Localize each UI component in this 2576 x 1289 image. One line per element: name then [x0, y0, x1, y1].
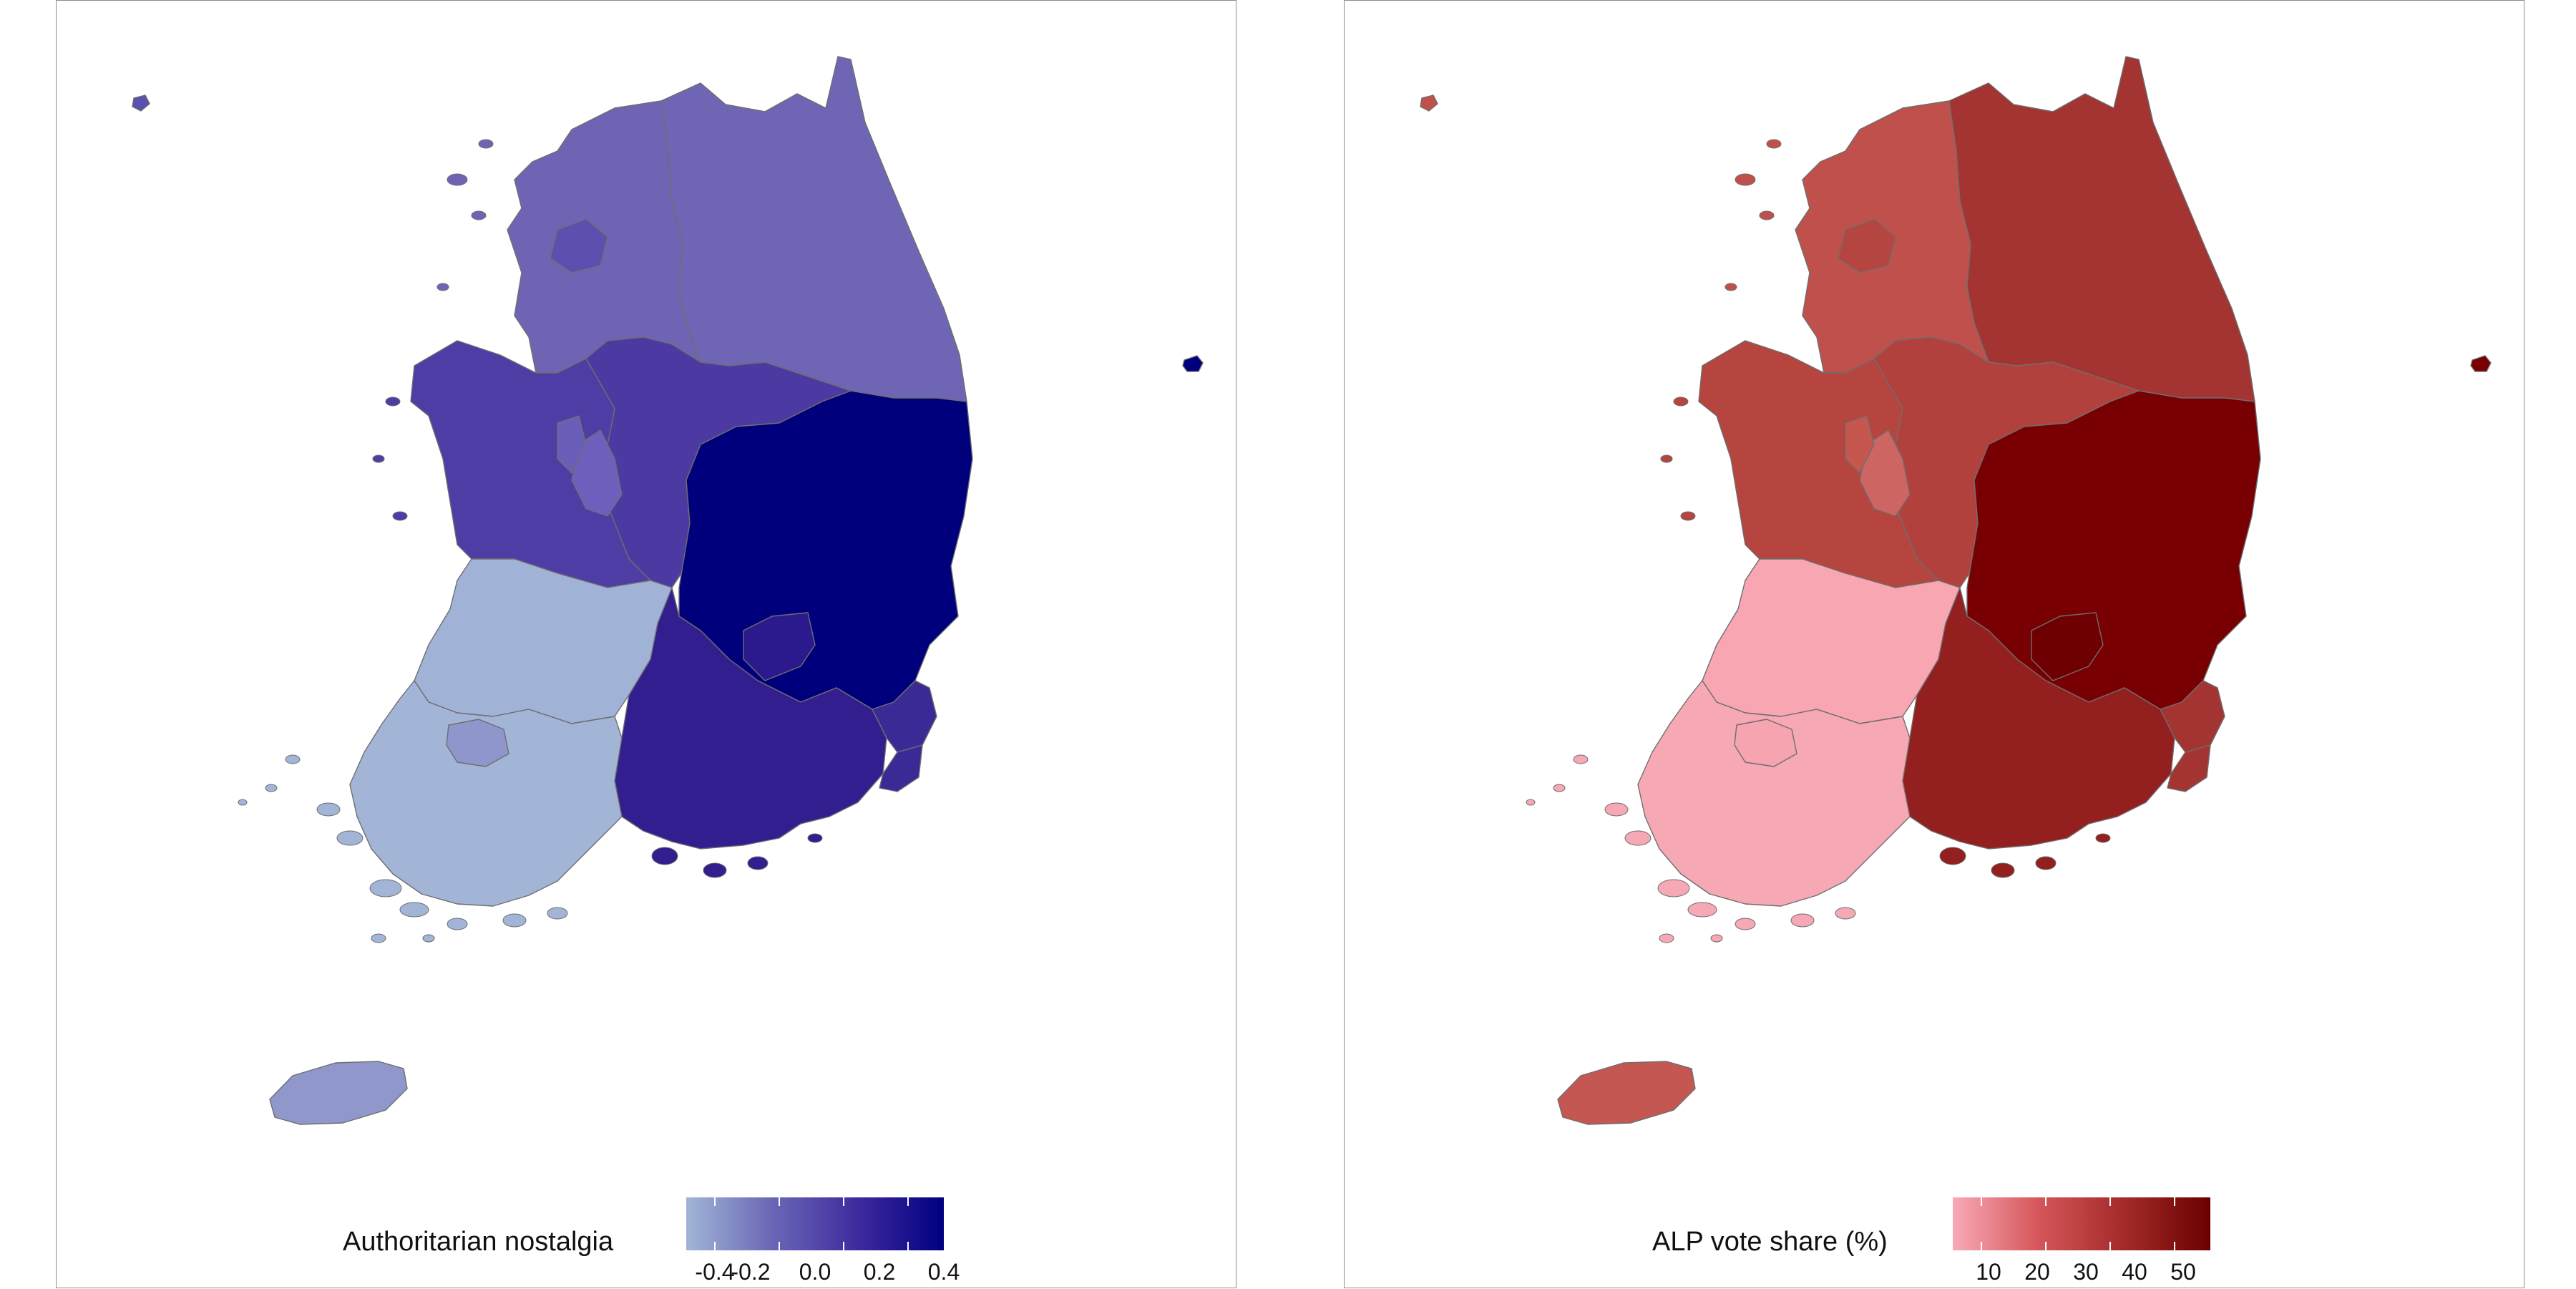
coastal-islet — [807, 833, 823, 843]
coastal-islet — [1759, 210, 1775, 220]
province-daejeon — [571, 429, 623, 517]
coastal-islet — [1735, 173, 1756, 186]
legend-tick-label: 0.0 — [799, 1259, 831, 1285]
coastal-islet — [392, 511, 408, 521]
coastal-islet — [1673, 397, 1689, 407]
legend-tick-label: 0.2 — [863, 1259, 896, 1285]
coastal-islet — [703, 862, 727, 878]
island-northwest — [1420, 94, 1438, 112]
coastal-islet — [1687, 902, 1717, 918]
coastal-islet — [399, 902, 429, 918]
island-northwest — [132, 94, 150, 112]
legend-tick-label: -0.4 — [695, 1259, 735, 1285]
province-chungnam — [410, 340, 651, 588]
province-gwangju — [1734, 719, 1797, 767]
island-ulleung — [1182, 355, 1204, 372]
coastal-islet — [651, 847, 678, 865]
coastal-islet — [1659, 933, 1674, 943]
province-busan — [2167, 744, 2211, 792]
province-capital-city — [550, 218, 608, 273]
province-ulsan — [872, 680, 937, 753]
legend-tick-label: 50 — [2170, 1259, 2196, 1285]
coastal-islet — [2035, 856, 2057, 870]
legend-tick-label: 10 — [1976, 1259, 2001, 1285]
choropleth-map-korea — [1420, 56, 2492, 1125]
coastal-islet — [478, 139, 494, 149]
coastal-islet — [1553, 784, 1566, 792]
province-jeonnam — [1637, 680, 1911, 907]
coastal-islet — [1735, 918, 1756, 930]
legend: ALP vote share (%) 10 20 30 40 50 — [1652, 1195, 2368, 1288]
coastal-islet — [1680, 511, 1696, 521]
province-daegu — [2031, 612, 2104, 681]
coastal-islet — [265, 784, 278, 792]
coastal-islet — [1624, 830, 1652, 846]
legend-colorbar — [686, 1197, 944, 1250]
colorbar-gradient — [1953, 1197, 2210, 1250]
province-chungnam — [1698, 340, 1939, 588]
coastal-islet — [1526, 799, 1536, 806]
coastal-islet — [1939, 847, 1966, 865]
map-panel-alp-vote-share: ALP vote share (%) 10 20 30 40 50 — [1344, 0, 2524, 1288]
province-daejeon — [1859, 429, 1911, 517]
legend: Authoritarian nostalgia -0.4 -0.2 0.0 0.… — [343, 1195, 1058, 1288]
island-ulleung — [2470, 355, 2492, 372]
province-gwangju — [446, 719, 509, 767]
coastal-islet — [1657, 879, 1690, 898]
coastal-islet — [436, 283, 449, 291]
province-capital-city — [1838, 218, 1896, 273]
province-sejong — [557, 415, 587, 474]
province-jeonnam — [349, 680, 623, 907]
legend-title: ALP vote share (%) — [1652, 1227, 1888, 1257]
coastal-islet — [1660, 454, 1673, 463]
coastal-islet — [1991, 862, 2015, 878]
coastal-islet — [1604, 802, 1629, 817]
coastal-islet — [747, 856, 769, 870]
coastal-islet — [316, 802, 341, 817]
coastal-islet — [1710, 934, 1723, 943]
coastal-islet — [1790, 913, 1815, 928]
province-gangwon — [1948, 56, 2255, 402]
coastal-islet — [336, 830, 364, 846]
coastal-islet — [372, 454, 385, 463]
coastal-islet — [1835, 907, 1856, 920]
choropleth-map-korea — [132, 56, 1204, 1125]
legend-tick-label: 30 — [2073, 1259, 2099, 1285]
province-jeju — [269, 1061, 408, 1125]
province-sejong — [1845, 415, 1875, 474]
legend-title: Authoritarian nostalgia — [343, 1227, 614, 1257]
coastal-islet — [422, 934, 435, 943]
province-jeju — [1557, 1061, 1696, 1125]
coastal-islet — [1724, 283, 1737, 291]
coastal-islet — [547, 907, 568, 920]
province-ulsan — [2160, 680, 2225, 753]
coastal-islet — [385, 397, 401, 407]
coastal-islet — [1573, 754, 1589, 764]
coastal-islet — [2095, 833, 2111, 843]
coastal-islet — [238, 799, 248, 806]
legend-tick-label: -0.2 — [731, 1259, 771, 1285]
coastal-islet — [371, 933, 386, 943]
province-daegu — [743, 612, 816, 681]
province-gangwon — [660, 56, 967, 402]
legend-tick-label: 0.4 — [927, 1259, 960, 1285]
coastal-islet — [1766, 139, 1782, 149]
coastal-islet — [447, 918, 468, 930]
coastal-islet — [471, 210, 487, 220]
coastal-islet — [447, 173, 468, 186]
province-busan — [879, 744, 923, 792]
coastal-islet — [285, 754, 301, 764]
coastal-islet — [369, 879, 402, 898]
legend-colorbar — [1953, 1197, 2210, 1250]
legend-tick-label: 40 — [2122, 1259, 2147, 1285]
legend-tick-label: 20 — [2024, 1259, 2050, 1285]
map-panel-authoritarian-nostalgia: Authoritarian nostalgia -0.4 -0.2 0.0 0.… — [56, 0, 1236, 1288]
colorbar-gradient — [686, 1197, 944, 1250]
coastal-islet — [502, 913, 527, 928]
